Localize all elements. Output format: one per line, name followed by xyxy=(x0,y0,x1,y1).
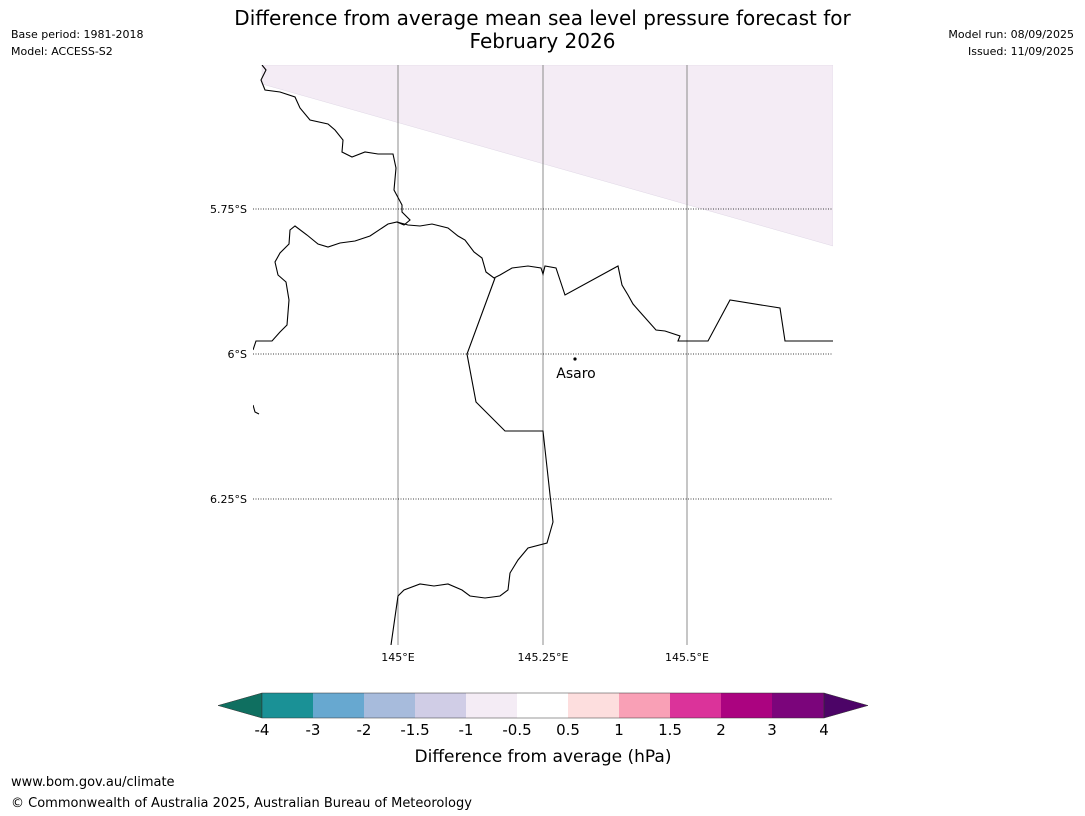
colorbar-label-12: 4 xyxy=(819,721,829,739)
model-run-text: Model run: 08/09/2025 xyxy=(948,28,1074,41)
colorbar-swatch-9 xyxy=(670,693,721,718)
lon-label-145: 145°E xyxy=(381,651,414,664)
header-meta-left: Base period: 1981-2018 Model: ACCESS-S2 xyxy=(11,26,143,60)
lon-label-145-25: 145.25°E xyxy=(518,651,569,664)
asaro-marker xyxy=(573,357,577,361)
colorbar-under-arrow xyxy=(217,692,263,719)
boundary-fragment-west xyxy=(253,404,260,415)
colorbar-swatch-6 xyxy=(517,693,568,718)
boundary-north-west xyxy=(253,65,411,351)
colorbar-label-11: 3 xyxy=(767,721,777,739)
colorbar-label-9: 1.5 xyxy=(658,721,682,739)
title-line-1: Difference from average mean sea level p… xyxy=(234,6,851,30)
colorbar-swatch-1 xyxy=(262,693,313,718)
lat-label-5-75: 5.75°S xyxy=(210,203,247,216)
colorbar-swatch-11 xyxy=(772,693,824,718)
boundary-south xyxy=(390,277,554,645)
footer-copyright: © Commonwealth of Australia 2025, Austra… xyxy=(11,796,472,811)
colorbar-swatch-10 xyxy=(721,693,772,718)
colorbar: -4 -3 -2 -1.5 -1 -0.5 0.5 1 1.5 2 3 4 Di… xyxy=(217,692,869,767)
footer-url: www.bom.gov.au/climate xyxy=(11,775,175,790)
colorbar-swatch-2 xyxy=(313,693,364,718)
lat-label-6-25: 6.25°S xyxy=(210,493,247,506)
asaro-label: Asaro xyxy=(556,366,595,382)
colorbar-outline xyxy=(261,692,825,719)
model-text: Model: ACCESS-S2 xyxy=(11,45,113,58)
colorbar-label-5: -1 xyxy=(459,721,474,739)
colorbar-swatch-5 xyxy=(466,693,517,718)
colorbar-over-arrow xyxy=(823,692,869,719)
colorbar-swatch-3 xyxy=(364,693,415,718)
map-panel: Asaro xyxy=(253,65,833,645)
colorbar-label-6: -0.5 xyxy=(502,721,531,739)
anomaly-shading xyxy=(261,65,833,247)
colorbar-label-3: -2 xyxy=(357,721,372,739)
colorbar-label-2: -3 xyxy=(306,721,321,739)
issued-text: Issued: 11/09/2025 xyxy=(967,45,1074,58)
lon-label-145-5: 145.5°E xyxy=(665,651,709,664)
colorbar-label-1: -4 xyxy=(255,721,270,739)
colorbar-label-10: 2 xyxy=(716,721,726,739)
base-period-text: Base period: 1981-2018 xyxy=(11,28,144,41)
title-line-2: February 2026 xyxy=(469,29,616,53)
colorbar-title: Difference from average (hPa) xyxy=(415,747,672,767)
boundary-central xyxy=(396,221,833,342)
colorbar-swatch-8 xyxy=(619,693,670,718)
colorbar-label-7: 0.5 xyxy=(556,721,580,739)
lat-label-6: 6°S xyxy=(228,348,247,361)
colorbar-label-4: -1.5 xyxy=(400,721,429,739)
colorbar-label-8: 1 xyxy=(614,721,624,739)
header-meta-right: Model run: 08/09/2025 Issued: 11/09/2025 xyxy=(948,26,1074,60)
map-title: Difference from average mean sea level p… xyxy=(0,7,1085,53)
colorbar-swatch-4 xyxy=(415,693,466,718)
colorbar-swatch-7 xyxy=(568,693,619,718)
